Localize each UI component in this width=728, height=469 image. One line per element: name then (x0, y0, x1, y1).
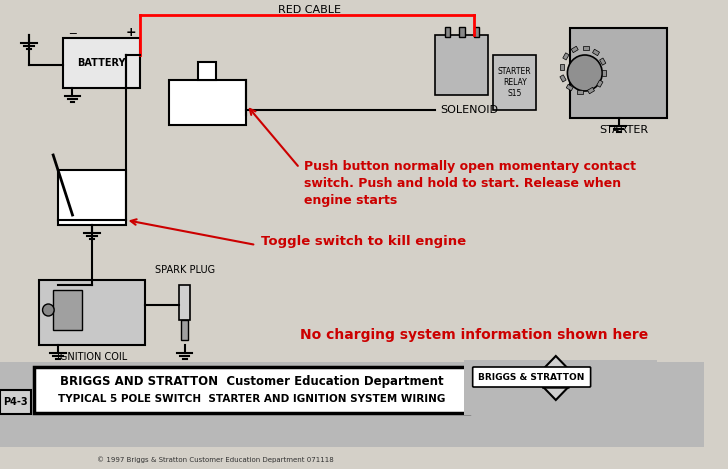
Bar (53, 290, 82, 330)
Bar (435, 35, 488, 95)
Text: Push button normally open momentary contact
switch. Push and hold to start. Rele: Push button normally open momentary cont… (304, 160, 636, 207)
Bar (464, 360, 657, 415)
Bar (445, 27, 451, 37)
Bar (583, 46, 589, 50)
Text: IGNITION COIL: IGNITION COIL (57, 352, 127, 362)
Bar (566, 84, 573, 91)
Bar (600, 58, 606, 65)
Text: BATTERY: BATTERY (77, 58, 126, 68)
Bar (58, 170, 126, 225)
Polygon shape (542, 372, 569, 388)
Bar (602, 70, 606, 76)
Text: BRIGGS & STRATTON: BRIGGS & STRATTON (478, 372, 585, 381)
Bar (474, 27, 480, 37)
Bar (198, 62, 215, 80)
Text: © 1997 Briggs & Stratton Customer Education Department 071118: © 1997 Briggs & Stratton Customer Educat… (97, 457, 333, 463)
Bar (169, 80, 247, 125)
Text: SOLENOID: SOLENOID (440, 105, 498, 115)
FancyBboxPatch shape (472, 367, 590, 387)
Text: STARTER
RELAY
S15: STARTER RELAY S15 (498, 67, 531, 98)
Bar (597, 80, 603, 87)
Bar (577, 90, 583, 94)
Bar (459, 27, 465, 37)
Text: STARTER: STARTER (599, 125, 648, 135)
Circle shape (567, 55, 602, 91)
Bar (587, 87, 595, 94)
Text: ─: ─ (69, 28, 76, 38)
Text: TYPICAL 5 POLE SWITCH  STARTER AND IGNITION SYSTEM WIRING: TYPICAL 5 POLE SWITCH STARTER AND IGNITI… (58, 394, 445, 404)
Text: BRIGGS AND STRATTON  Customer Education Department: BRIGGS AND STRATTON Customer Education D… (60, 375, 443, 387)
Circle shape (42, 304, 54, 316)
Bar (0, 390, 31, 414)
Text: SPARK PLUG: SPARK PLUG (154, 265, 215, 275)
Text: RED CABLE: RED CABLE (278, 5, 341, 15)
Bar (39, 280, 145, 345)
Bar (571, 46, 578, 53)
Bar (570, 28, 667, 118)
Bar (593, 49, 599, 56)
Text: P4-3: P4-3 (3, 397, 28, 407)
Bar (560, 75, 566, 82)
Bar (560, 64, 563, 70)
Bar (0, 362, 704, 447)
Bar (179, 285, 191, 320)
Polygon shape (534, 356, 577, 400)
Text: Toggle switch to kill engine: Toggle switch to kill engine (261, 235, 466, 249)
Bar (33, 367, 469, 413)
Bar (63, 38, 141, 88)
Text: No charging system information shown here: No charging system information shown her… (300, 328, 648, 342)
Bar (181, 320, 189, 340)
Bar (493, 55, 537, 110)
Bar (563, 53, 569, 60)
Text: +: + (125, 27, 136, 39)
